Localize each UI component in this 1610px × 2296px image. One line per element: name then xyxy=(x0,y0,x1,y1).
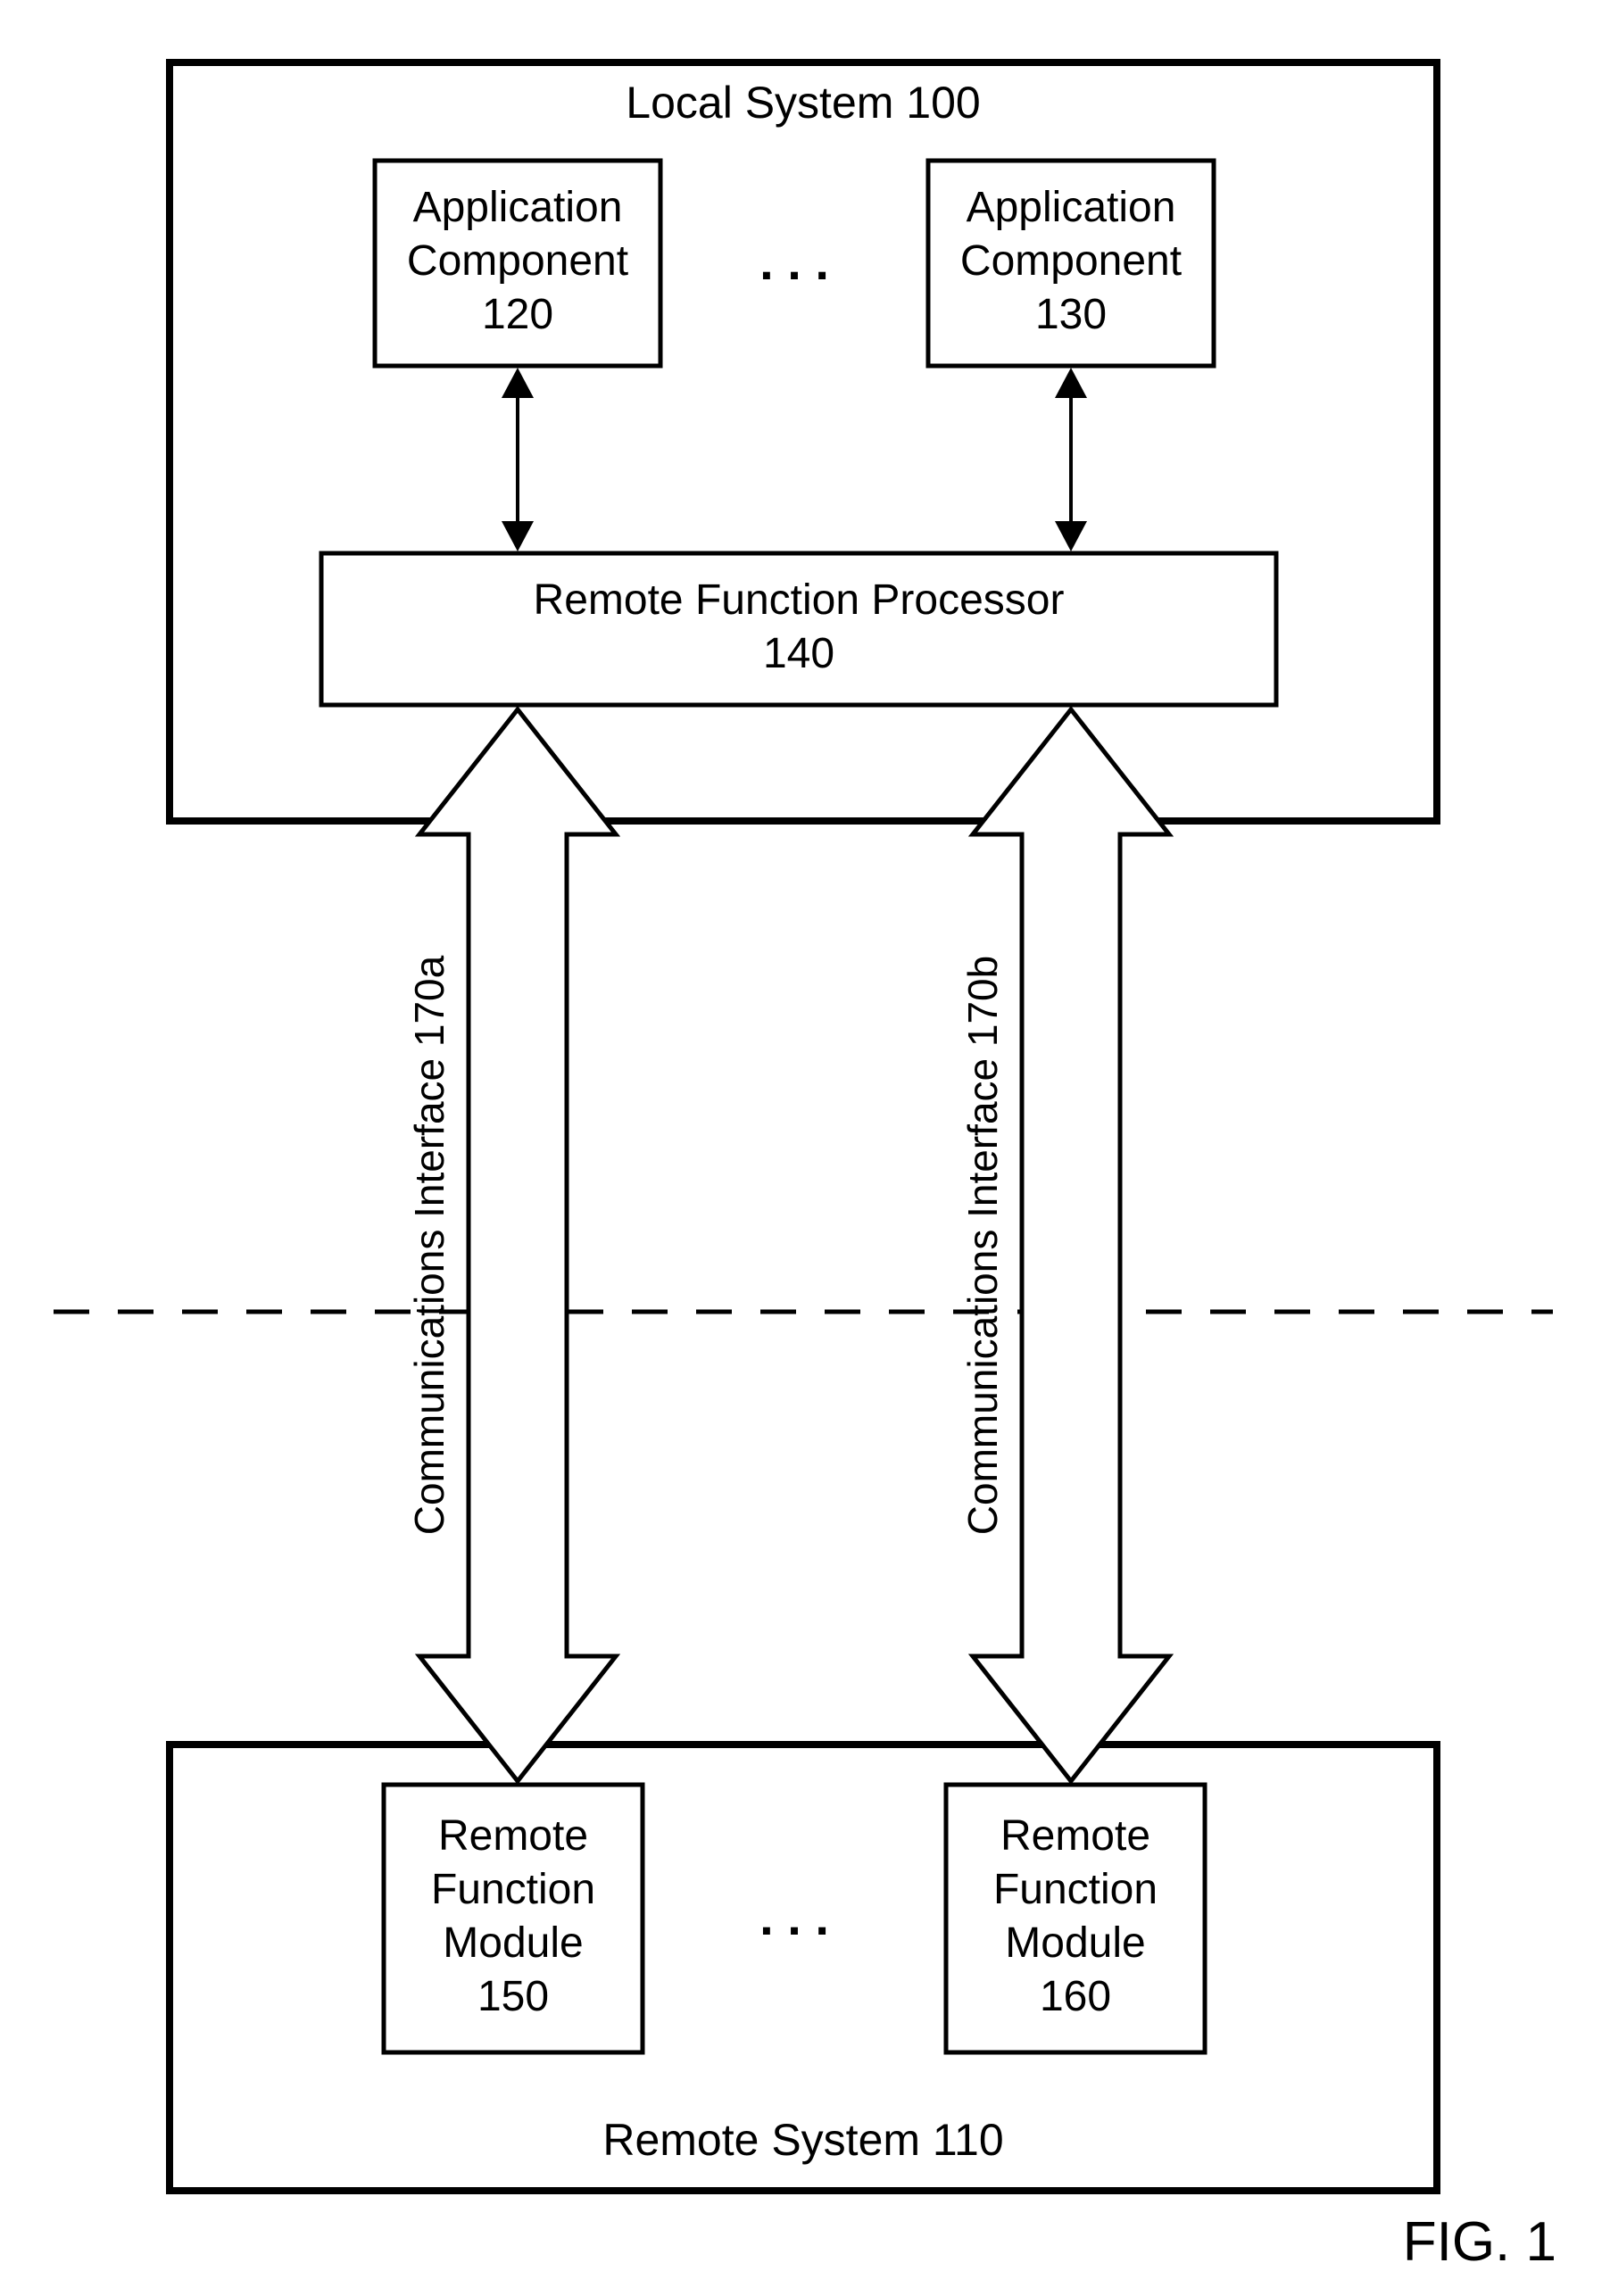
remote-system-title: Remote System 110 xyxy=(602,2115,1003,2165)
remote-modules-dots: . . . xyxy=(759,1889,829,1945)
remote-function-processor-line-1: 140 xyxy=(763,630,834,677)
remote-function-module-150-line-0: Remote xyxy=(438,1812,588,1860)
figure-label: FIG. 1 xyxy=(1403,2211,1556,2273)
comm-interface-170a-label: Communications Interface 170a xyxy=(406,955,452,1535)
remote-function-module-150-line-3: 150 xyxy=(477,1973,549,2020)
app-component-120-line-2: 120 xyxy=(482,291,553,338)
remote-function-module-160-line-1: Function xyxy=(993,1866,1158,1913)
remote-function-processor-line-0: Remote Function Processor xyxy=(534,576,1065,624)
app-component-120-line-0: Application xyxy=(413,184,623,231)
app-components-dots: . . . xyxy=(759,234,829,290)
remote-function-module-160-line-3: 160 xyxy=(1040,1973,1111,2020)
remote-function-module-150-line-2: Module xyxy=(443,1919,583,1967)
app-component-120-line-1: Component xyxy=(407,237,628,285)
remote-function-module-160-line-2: Module xyxy=(1005,1919,1145,1967)
app-component-130-line-1: Component xyxy=(960,237,1182,285)
app-component-130-line-2: 130 xyxy=(1035,291,1107,338)
comm-interface-170b-label: Communications Interface 170b xyxy=(959,956,1006,1535)
app-component-130-line-0: Application xyxy=(967,184,1176,231)
local-system-title: Local System 100 xyxy=(626,78,980,128)
remote-function-module-160-line-0: Remote xyxy=(1000,1812,1150,1860)
remote-function-module-150-line-1: Function xyxy=(431,1866,595,1913)
